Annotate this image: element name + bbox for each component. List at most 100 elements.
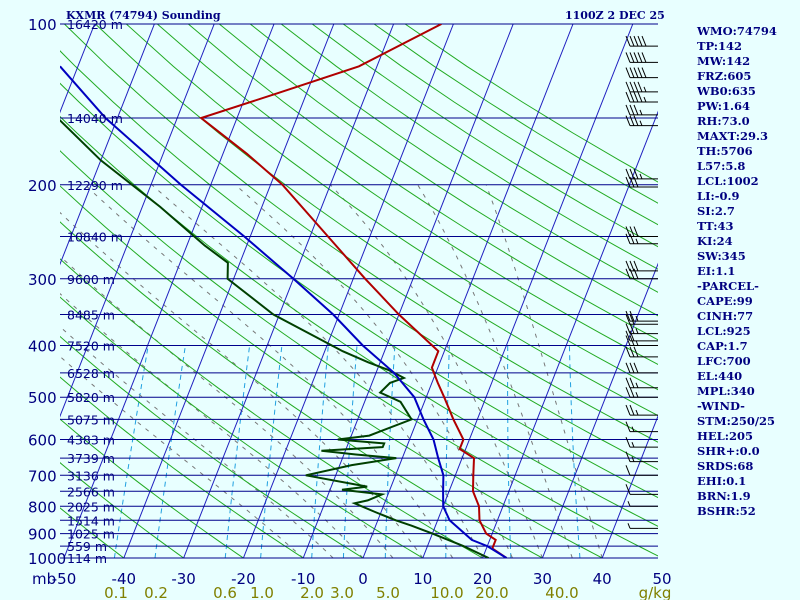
height-label: 9600 m [67,272,115,287]
barb-feather [625,323,631,334]
barb-feather [641,67,647,78]
barb-half-feather [627,501,631,507]
index-item: SHR+:0.0 [697,444,760,458]
barb-feather [625,484,631,495]
index-item: WMO:74794 [697,24,777,38]
barb-half-feather [635,382,639,388]
height-label: 1514 m [67,513,115,528]
pressure-tick: 600 [28,432,57,450]
mixing-ratio-label: 5.0 [376,584,400,600]
isotherm [482,110,658,558]
barb-feather [641,52,647,63]
barb-feather [625,421,631,432]
temperature-tick: 10 [413,570,432,588]
index-item: RH:73.0 [697,114,750,128]
sounding-line-0 [199,24,508,558]
barb-feather [625,362,631,374]
barb-feather [625,404,631,416]
index-item: -PARCEL- [697,279,759,293]
index-item: LCL:1002 [697,174,759,188]
barb-feather [625,268,631,279]
index-item: EHI:0.1 [697,474,747,488]
barb-feather [633,115,639,126]
temperature-tick: -10 [291,570,316,588]
barb-half-feather [631,426,635,432]
barb-feather [625,67,631,78]
height-label: 5820 m [67,390,115,405]
temperature-tick: -20 [231,570,256,588]
barb-feather [633,260,639,272]
barb-feather [633,268,639,279]
moist-adiabat [417,184,573,558]
barb-feather [629,323,635,334]
mixing-ratio-label: 0.1 [104,584,128,600]
barb-feather [625,176,631,188]
temperature-tick: -30 [171,570,196,588]
isotherm [422,24,634,558]
barb-feather [629,335,635,346]
barb-feather [625,115,631,126]
barb-feather [629,35,635,47]
index-item: CINH:77 [697,309,754,323]
barb-feather [629,260,635,272]
isotherms [60,24,658,558]
isotherm [60,24,155,266]
index-item: TP:142 [697,39,743,53]
height-label: 14040 m [67,111,123,126]
barb-half-feather [635,328,639,334]
x-axis-label: mb [32,570,56,588]
barb-half-feather [631,456,635,462]
moist-adiabat [330,184,543,558]
barb-feather [629,377,635,388]
index-item: CAP:1.7 [697,339,748,353]
barb-half-feather [635,409,639,416]
barb-feather [637,81,643,93]
index-item: PW:1.64 [697,99,751,113]
temperature-tick: -50 [52,570,77,588]
height-label: 2025 m [67,499,115,514]
barb-feather [625,335,631,346]
barb-feather [633,67,639,78]
index-item: BSHR:52 [697,504,756,518]
isotherm [60,24,215,418]
mixing-ratio-label: 0.2 [144,584,168,600]
barb-half-feather [639,173,643,180]
height-label: 114 m [67,551,107,566]
index-item: LI:-0.9 [697,189,740,203]
pressure-tick: 900 [28,526,57,544]
barb-feather [633,176,639,188]
barb-half-feather [643,86,647,93]
index-item: MPL:340 [697,384,755,398]
barb-feather [629,233,635,244]
barb-feather [629,314,635,325]
barb-feather [637,35,643,47]
mixing-ratio-label: 2.0 [300,584,324,600]
barb-feather [629,104,635,116]
temperature-tick: 40 [593,570,612,588]
index-item: FRZ:605 [697,69,752,83]
barb-feather [625,465,631,476]
pressure-tick: 300 [28,271,57,289]
moist-adiabat [151,184,484,558]
barb-feather [629,268,635,279]
pressure-tick: 100 [28,16,57,34]
barb-feather [629,176,635,188]
barb-half-feather [635,340,639,346]
index-item: SI:2.7 [697,204,735,218]
isotherm [541,262,658,558]
pressure-tick: 700 [28,467,57,485]
height-label: 16420 m [67,17,123,32]
barb-feather [633,346,639,358]
barb-feather [625,104,631,116]
barb-feather [625,233,631,244]
barb-feather [625,168,631,180]
barb-half-feather [635,238,639,244]
index-item: SW:345 [697,249,746,263]
index-item: L57:5.8 [697,159,746,173]
barb-feather [625,226,631,237]
pressure-tick: 1000 [28,550,66,568]
barb-feather [637,67,643,78]
mixing-ratio-label: 10.0 [430,584,463,600]
barb-feather [633,35,639,47]
